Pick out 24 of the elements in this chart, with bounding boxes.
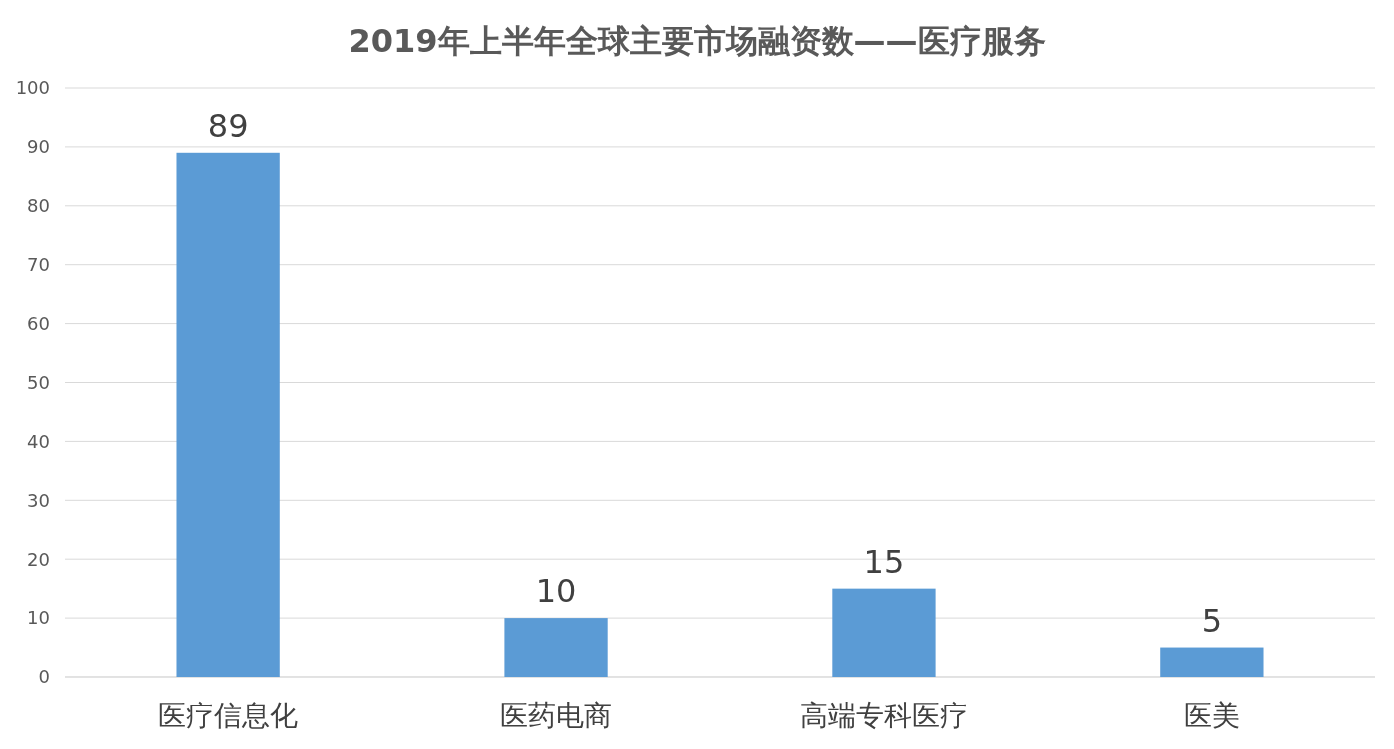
data-label: 15	[863, 542, 905, 581]
y-tick-label: 0	[38, 666, 50, 688]
data-label: 10	[535, 572, 577, 611]
x-tick-label: 医美	[1183, 699, 1240, 732]
data-label: 89	[207, 106, 249, 145]
y-tick-label: 60	[27, 312, 50, 334]
y-tick-label: 90	[27, 136, 50, 158]
bar	[176, 152, 280, 677]
chart-title: 2019年上半年全球主要市场融资数——医疗服务	[348, 22, 1046, 60]
x-tick-label: 医药电商	[500, 699, 613, 732]
y-tick-label: 70	[27, 254, 50, 275]
bar	[504, 618, 608, 677]
y-tick-label: 50	[27, 371, 50, 393]
y-tick-label: 10	[27, 607, 50, 629]
y-tick-label: 100	[15, 77, 50, 99]
y-tick-label: 80	[27, 195, 50, 217]
y-tick-label: 20	[27, 548, 50, 570]
data-label: 5	[1201, 601, 1223, 640]
x-tick-label: 高端专科医疗	[799, 699, 968, 732]
y-tick-label: 30	[27, 489, 50, 511]
y-tick-label: 40	[27, 430, 50, 452]
x-tick-label: 医疗信息化	[158, 699, 299, 732]
bar	[832, 588, 936, 677]
bar	[1160, 647, 1264, 677]
